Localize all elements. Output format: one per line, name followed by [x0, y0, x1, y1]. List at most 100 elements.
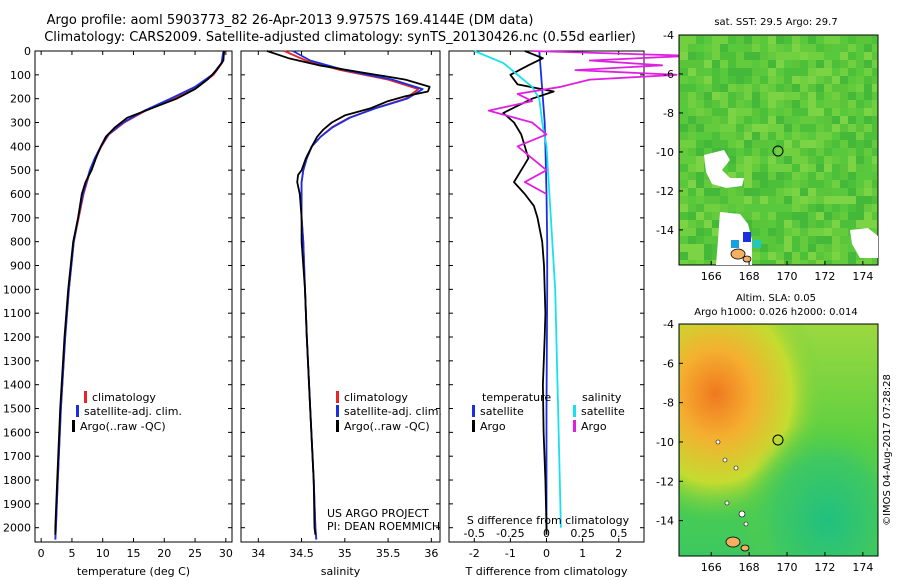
map-x-tick-label: 172: [814, 270, 835, 283]
sst-cell: [776, 156, 784, 164]
map-y-tick-label: -6: [663, 68, 674, 81]
sst-cell: [736, 172, 744, 180]
sst-cell: [848, 84, 856, 92]
sst-cell: [808, 60, 816, 68]
sst-cell: [816, 156, 824, 164]
sst-cell: [696, 156, 704, 164]
sst-cell: [680, 180, 688, 188]
sst-map-land: [704, 150, 878, 265]
legend-swatch-climatology: [84, 391, 87, 403]
sst-cell: [752, 220, 760, 228]
sst-cell: [792, 92, 800, 100]
x-tick-label: -1: [505, 547, 516, 560]
sst-cell: [824, 100, 832, 108]
sst-cell: [688, 116, 696, 124]
sst-cell: [728, 124, 736, 132]
sst-cell: [768, 196, 776, 204]
sst-cell: [752, 100, 760, 108]
sst-cell: [744, 124, 752, 132]
sst-cell: [784, 68, 792, 76]
sst-cell: [720, 92, 728, 100]
sst-cell: [840, 36, 848, 44]
sst-cell: [808, 260, 816, 264]
sst-cell: [832, 92, 840, 100]
sst-cell: [768, 140, 776, 148]
map-y-tick-label: -12: [656, 185, 674, 198]
sst-cell: [688, 60, 696, 68]
x-tick-label: 20: [157, 547, 171, 560]
sst-cell: [856, 36, 864, 44]
sst-cell: [848, 212, 856, 220]
sst-cell: [824, 244, 832, 252]
sst-cell: [712, 228, 720, 236]
sst-cell: [712, 188, 720, 196]
sst-cell: [712, 260, 720, 264]
sst-cell: [824, 84, 832, 92]
sst-cell: [736, 52, 744, 60]
sst-cell: [808, 116, 816, 124]
sst-cell: [728, 76, 736, 84]
sst-cell: [808, 140, 816, 148]
sst-cell: [832, 252, 840, 260]
sst-cell: [720, 188, 728, 196]
sst-coast-white-3: [850, 228, 878, 258]
sst-cell: [816, 108, 824, 116]
salinity-panel: 34 34.5 35 35.5 36 salinity: [240, 50, 441, 578]
sst-cell: [728, 92, 736, 100]
sst-cell: [840, 236, 848, 244]
sst-cell: [744, 36, 752, 44]
sst-cell: [840, 204, 848, 212]
map-x-tick-label: 174: [852, 270, 873, 283]
series-line-argo-raw-qc-: [266, 50, 431, 535]
sst-cell: [736, 204, 744, 212]
sst-cell: [832, 196, 840, 204]
sla-map-title-line2: Argo h1000: 0.026 h2000: 0.014: [694, 307, 858, 318]
sst-cell: [832, 68, 840, 76]
sst-cell: [760, 108, 768, 116]
sst-cell: [824, 76, 832, 84]
sla-island: [733, 465, 739, 471]
sla-island: [743, 521, 749, 527]
project-annotation: US ARGO PROJECT: [327, 507, 429, 520]
sst-cell: [856, 204, 864, 212]
sst-cell: [712, 36, 720, 44]
sst-cell: [776, 140, 784, 148]
sst-cell: [832, 212, 840, 220]
sst-cell: [784, 132, 792, 140]
sst-cell: [752, 260, 760, 264]
sst-cell: [728, 140, 736, 148]
sla-map-cool-anomaly: [680, 325, 877, 555]
sst-cell: [728, 172, 736, 180]
sst-cell: [688, 228, 696, 236]
sst-cell: [840, 60, 848, 68]
sst-cell: [792, 132, 800, 140]
sst-cell: [728, 100, 736, 108]
sst-cell: [800, 260, 808, 264]
sst-cell: [768, 244, 776, 252]
sst-cell: [736, 148, 744, 156]
sst-cell: [680, 172, 688, 180]
sst-cell: [736, 44, 744, 52]
sst-cell: [800, 124, 808, 132]
sst-cell: [704, 108, 712, 116]
sst-island-1: [730, 248, 746, 260]
sst-cell: [832, 60, 840, 68]
sst-cell: [840, 228, 848, 236]
sst-cell: [768, 44, 776, 52]
sst-cell: [768, 100, 776, 108]
sst-cell: [712, 236, 720, 244]
sst-cell: [752, 164, 760, 172]
sst-cell: [728, 196, 736, 204]
sst-cell: [752, 36, 760, 44]
sst-cell: [872, 172, 877, 180]
sst-cell: [688, 220, 696, 228]
sst-cell: [680, 132, 688, 140]
sst-cell: [728, 148, 736, 156]
sst-cell: [776, 164, 784, 172]
sst-cell: [792, 236, 800, 244]
sst-cell: [792, 68, 800, 76]
sst-cell: [776, 188, 784, 196]
sst-cell: [808, 188, 816, 196]
sst-cell: [816, 132, 824, 140]
sla-island: [722, 457, 728, 463]
